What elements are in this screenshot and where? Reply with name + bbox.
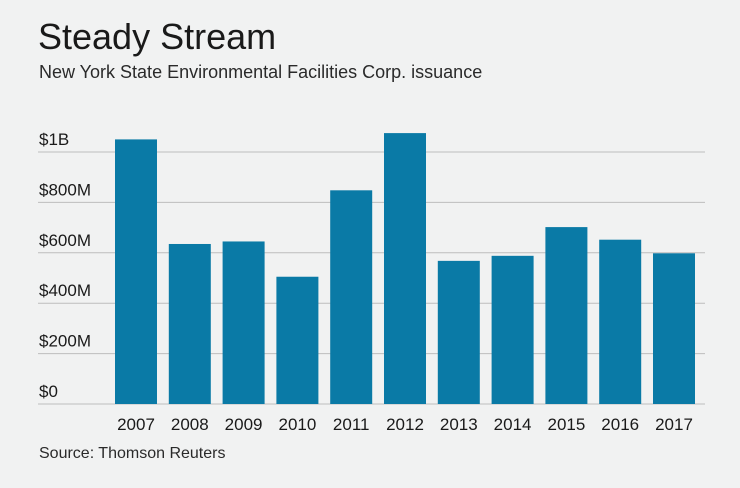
x-tick-label-2015: 2015 bbox=[547, 415, 585, 434]
x-tick-label-2011: 2011 bbox=[333, 415, 370, 434]
chart-subtitle: New York State Environmental Facilities … bbox=[39, 62, 483, 82]
chart-title: Steady Stream bbox=[38, 16, 277, 57]
x-tick-label-2017: 2017 bbox=[655, 415, 693, 434]
x-tick-label-2014: 2014 bbox=[494, 415, 532, 434]
bar-2008 bbox=[168, 243, 211, 404]
bar-2007 bbox=[115, 139, 157, 404]
bar-2015 bbox=[545, 227, 588, 404]
bar-2011 bbox=[330, 190, 373, 404]
x-tick-label-2010: 2010 bbox=[278, 415, 316, 434]
y-tick-label: $800M bbox=[39, 180, 91, 199]
y-tick-label: $400M bbox=[39, 281, 91, 300]
bar-2016 bbox=[599, 239, 642, 404]
y-tick-label: $600M bbox=[39, 231, 91, 250]
x-tick-label-2007: 2007 bbox=[117, 415, 155, 434]
x-tick-label-2009: 2009 bbox=[225, 415, 263, 434]
bar-2012 bbox=[384, 133, 426, 404]
bar-2017 bbox=[653, 253, 695, 404]
x-tick-label-2008: 2008 bbox=[171, 415, 209, 434]
bar-2009 bbox=[222, 241, 265, 404]
bar-2010 bbox=[276, 276, 319, 404]
y-tick-label: $0 bbox=[39, 382, 58, 401]
y-axis-labels: $0 $200M $400M $600M $800M $1B bbox=[39, 130, 91, 401]
bar-2013 bbox=[437, 260, 480, 404]
x-axis-labels: 2007 2008 2009 2010 2011 2012 2013 2014 2015 2016… bbox=[117, 415, 693, 434]
bar-2014 bbox=[491, 255, 534, 404]
x-tick-label-2016: 2016 bbox=[601, 415, 639, 434]
bars bbox=[115, 133, 695, 404]
source-note: Source: Thomson Reuters bbox=[39, 445, 226, 462]
x-tick-label-2013: 2013 bbox=[440, 415, 478, 434]
y-tick-label: $200M bbox=[39, 332, 91, 351]
x-tick-label-2012: 2012 bbox=[386, 415, 424, 434]
y-tick-label: $1B bbox=[39, 130, 69, 149]
